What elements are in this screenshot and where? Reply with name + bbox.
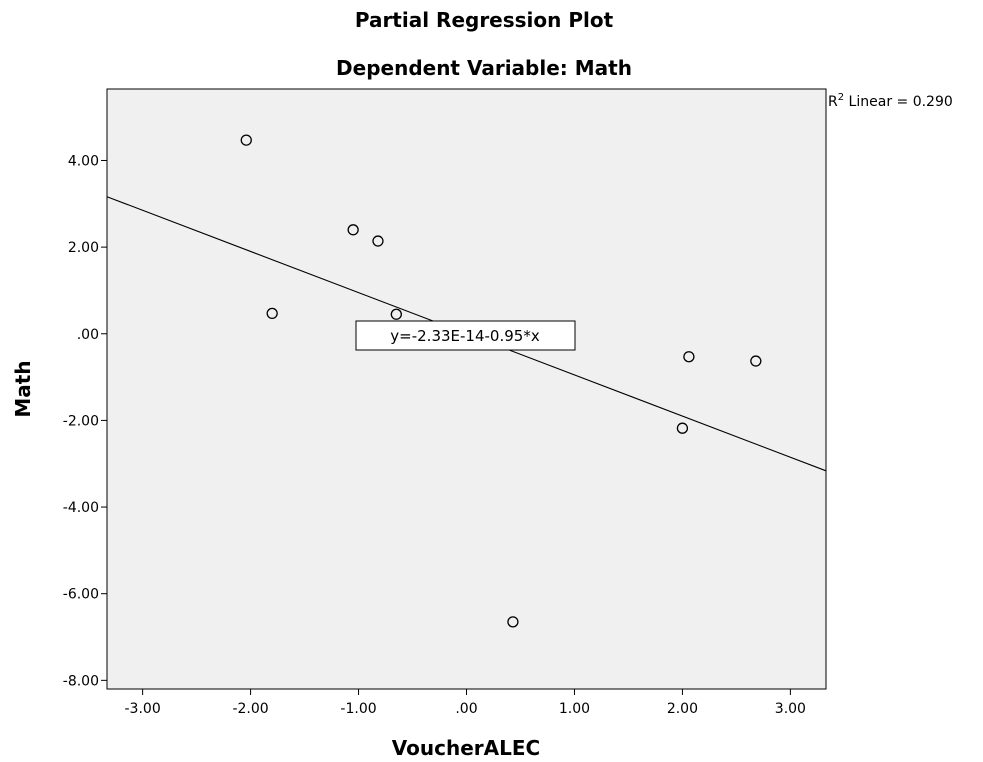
data-point [240,134,252,146]
data-point [683,351,695,363]
data-point [750,355,762,367]
r-squared-prefix: R [828,94,838,110]
r-squared-superscript: 2 [838,92,844,103]
x-tick-label: -2.00 [232,701,268,717]
y-tick-label: -4.00 [63,500,99,516]
data-point [347,224,359,236]
x-tick-label: -3.00 [125,701,161,717]
r-squared-label: R2 Linear = 0.290 [828,92,953,110]
data-points [240,134,762,628]
x-axis-title: VoucherALEC [392,736,540,760]
r-squared-value: Linear = 0.290 [844,94,953,110]
fit-equation-box [355,320,576,351]
x-tick-label: 3.00 [775,701,806,717]
fit-equation-label: y=-2.33E-14-0.95*x [390,327,540,345]
x-tick-label: .00 [455,701,477,717]
data-point [266,307,278,320]
chart-subtitle: Dependent Variable: Math [336,56,632,80]
y-tick-label: -8.00 [63,673,99,689]
data-point [507,616,519,628]
x-tick-label: -1.00 [340,701,376,717]
y-tick-label: -2.00 [63,413,99,429]
plot-area [106,88,827,690]
y-tick-label: .00 [77,327,99,343]
x-axis: -3.00 -2.00 -1.00 .00 1.00 2.00 3.00 [125,689,806,717]
y-tick-label: 2.00 [68,240,99,256]
y-tick-label: 4.00 [68,153,99,169]
data-point [372,235,384,247]
data-point [390,308,402,320]
data-point [676,422,689,434]
x-tick-label: 2.00 [667,701,698,717]
y-axis-title: Math [11,360,35,417]
y-tick-label: -6.00 [63,587,99,603]
y-axis: 4.00 2.00 .00 -2.00 -4.00 -6.00 -8.00 [63,153,107,689]
chart-title: Partial Regression Plot [355,8,614,32]
x-tick-label: 1.00 [559,701,590,717]
